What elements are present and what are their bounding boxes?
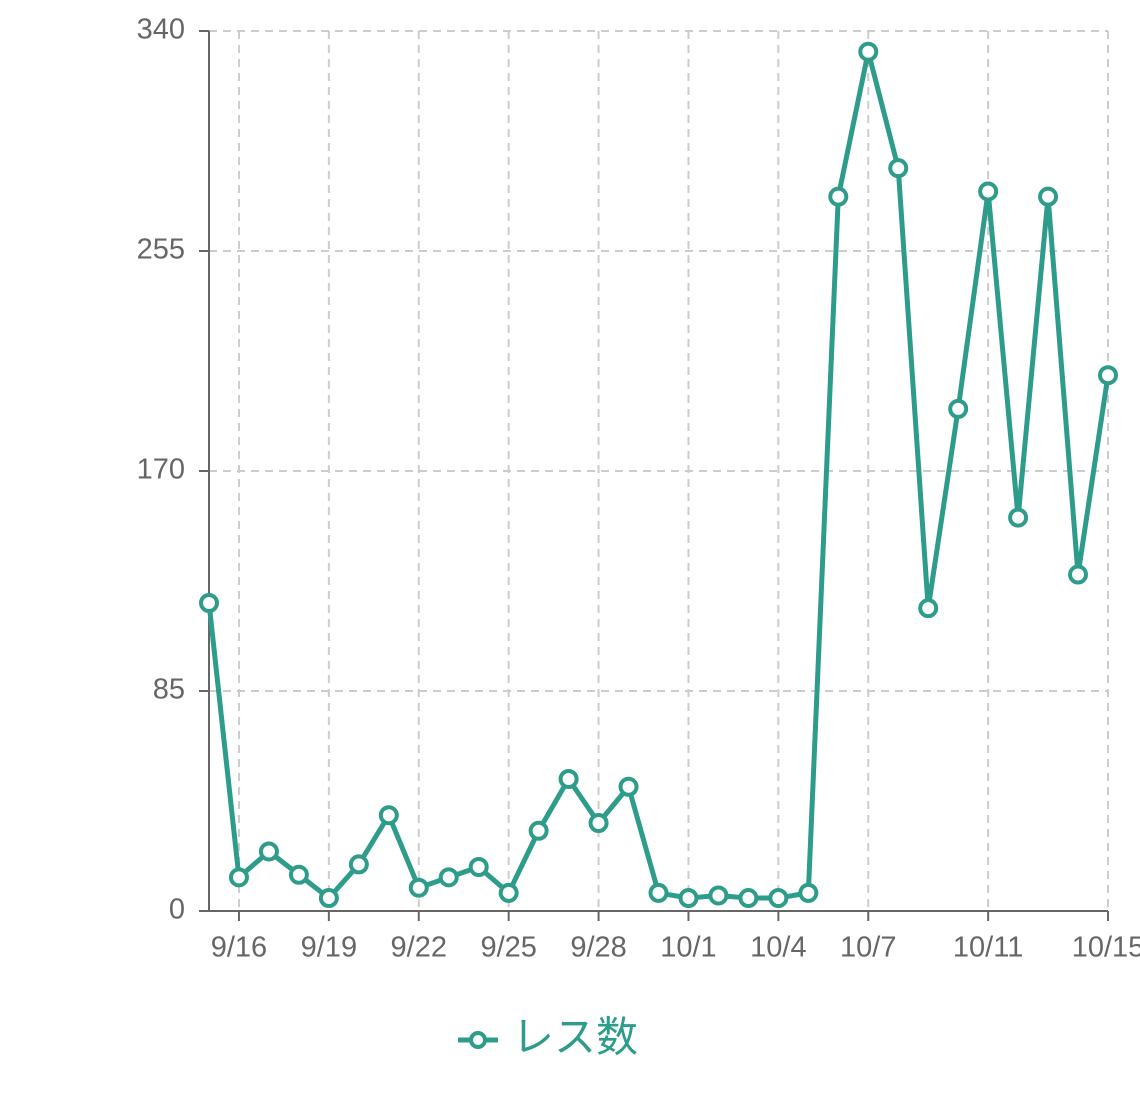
point [528,820,549,841]
point [798,882,819,903]
point [498,882,519,903]
legend-marker [469,1031,487,1049]
point [978,181,999,202]
point [888,158,909,179]
y-tick-label: 340 [137,14,185,46]
point [1038,186,1059,207]
point [678,888,699,909]
x-tick-label: 10/11 [953,932,1023,964]
x-tick-label: 9/25 [480,932,536,964]
point [948,398,969,419]
point [438,867,459,888]
x-tick-label: 10/1 [660,932,716,964]
point [468,857,489,877]
y-tick-label: 85 [153,674,185,706]
point [648,882,669,903]
x-tick-label: 9/16 [211,932,267,964]
x-tick-label: 10/15 [1072,932,1140,964]
point [199,593,219,613]
y-tick-label: 255 [137,234,185,266]
point [708,885,729,906]
point [258,841,279,862]
y-tick-label: 0 [169,894,185,926]
x-tick-label: 9/22 [391,932,447,964]
point [408,877,429,898]
point [1008,507,1029,528]
point [1068,564,1089,585]
point [618,776,639,797]
point [918,598,939,619]
point [1098,365,1118,386]
point [318,888,339,909]
point [558,769,579,789]
x-tick-label: 9/28 [570,932,626,964]
x-tick-label: 10/4 [750,932,806,964]
point [828,186,849,207]
point [588,813,609,833]
x-tick-label: 9/19 [301,932,357,964]
point [288,864,309,885]
point [378,805,399,826]
point [348,854,369,875]
point [228,867,249,888]
point [858,41,879,62]
point [738,888,759,909]
point [768,888,789,909]
x-tick-label: 10/7 [840,932,896,964]
y-tick-label: 170 [137,454,185,486]
line [206,49,1111,901]
legend-label: レス数 [512,1013,638,1062]
